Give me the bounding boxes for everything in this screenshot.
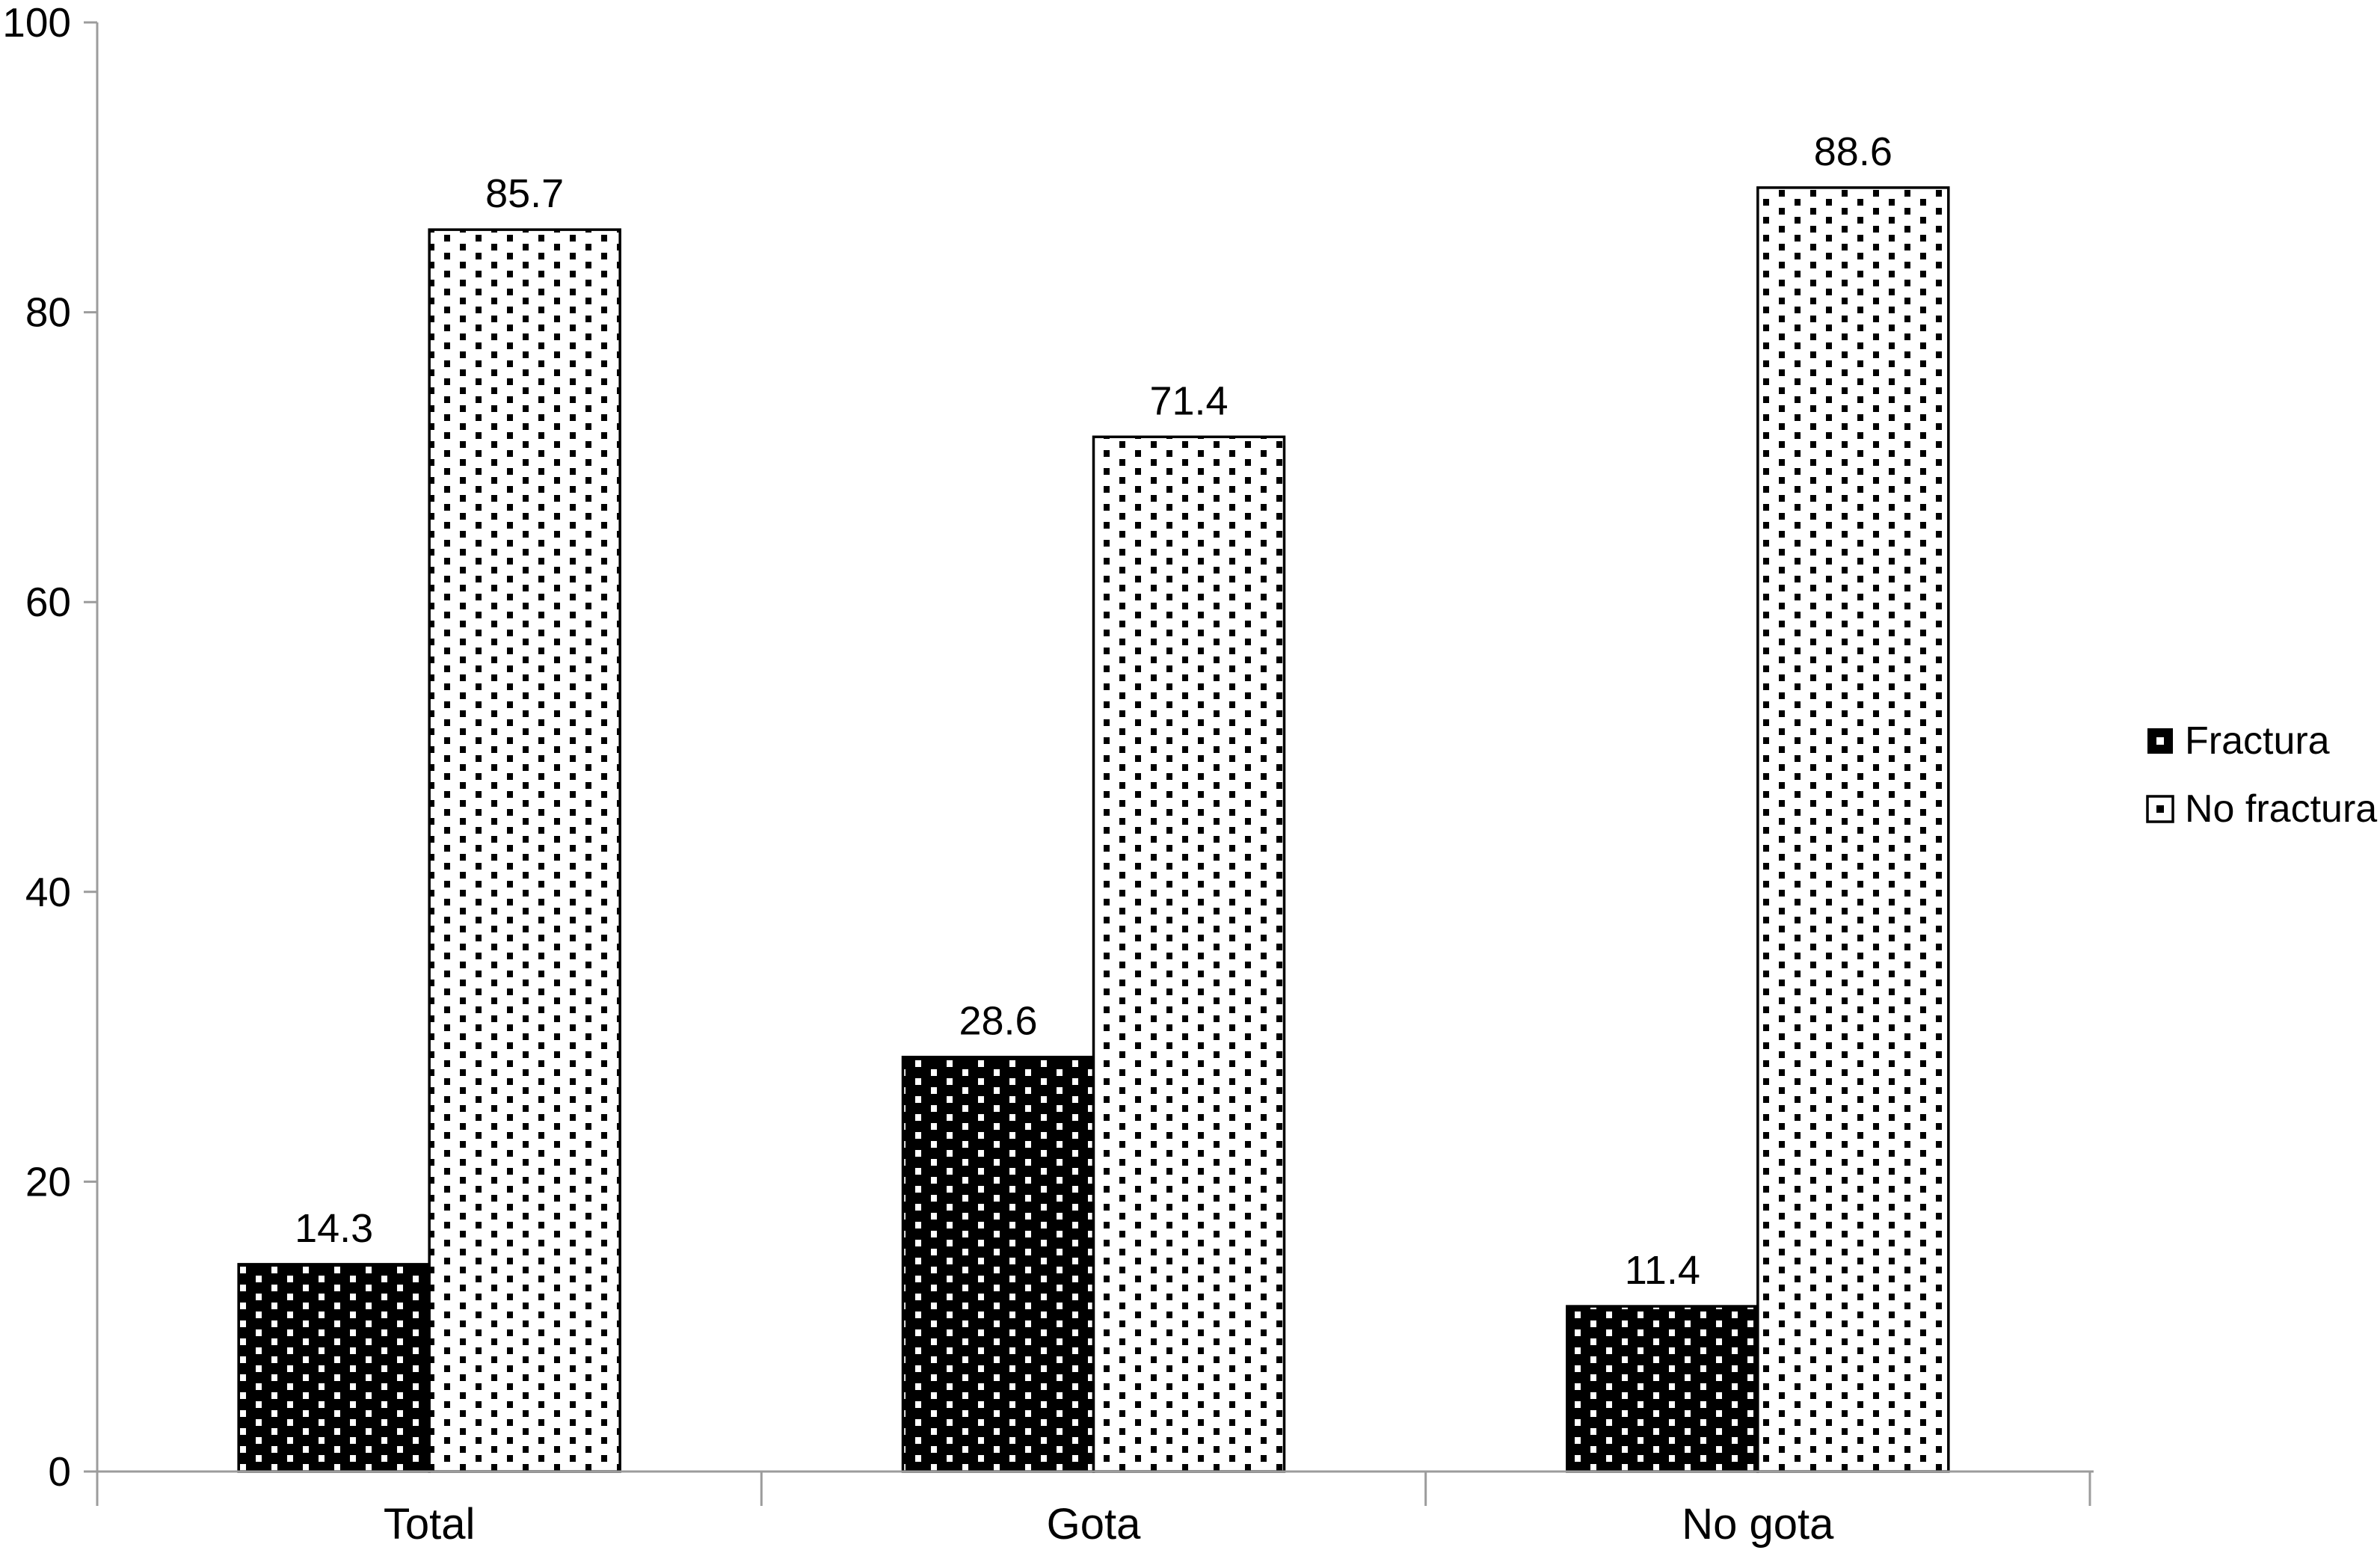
data-label-fractura-gota: 28.6 bbox=[959, 999, 1037, 1044]
axes-group bbox=[84, 21, 2094, 1506]
legend-label-fractura: Fractura bbox=[2185, 719, 2330, 763]
data-label-fractura-total: 14.3 bbox=[295, 1206, 373, 1251]
bar-no-fractura-total bbox=[428, 228, 621, 1473]
y-tick-label-100: 100 bbox=[2, 0, 71, 46]
legend-marker-no-fractura-dot-icon bbox=[2156, 805, 2164, 813]
legend-item-fractura: Fractura bbox=[2147, 719, 2330, 763]
y-axis-labels-group: 0 20 40 60 80 100 bbox=[2, 0, 71, 1495]
data-label-no-fractura-gota: 71.4 bbox=[1149, 378, 1228, 423]
y-tick-label-40: 40 bbox=[25, 869, 71, 915]
y-tick-label-20: 20 bbox=[25, 1158, 71, 1205]
bars-group bbox=[237, 186, 1950, 1473]
category-label-gota: Gota bbox=[1047, 1500, 1141, 1549]
legend-label-no-fractura: No fractura bbox=[2185, 787, 2377, 831]
category-labels-group: Total Gota No gota bbox=[384, 1500, 1834, 1549]
y-tick-label-60: 60 bbox=[25, 579, 71, 625]
category-label-total: Total bbox=[384, 1500, 476, 1549]
legend: Fractura No fractura bbox=[2146, 719, 2377, 831]
data-label-no-fractura-total: 85.7 bbox=[485, 171, 564, 216]
bar-no-fractura-no-gota bbox=[1756, 186, 1950, 1473]
y-tick-label-80: 80 bbox=[25, 289, 71, 336]
legend-item-no-fractura: No fractura bbox=[2146, 787, 2377, 831]
bar-fractura-gota bbox=[901, 1055, 1095, 1473]
data-label-fractura-no-gota: 11.4 bbox=[1625, 1248, 1700, 1293]
data-labels-group: 14.3 85.7 28.6 71.4 11.4 88.6 bbox=[295, 129, 1892, 1293]
bar-fractura-total bbox=[237, 1263, 431, 1473]
y-tick-label-0: 0 bbox=[48, 1448, 71, 1495]
legend-marker-fractura-dot-icon bbox=[2156, 737, 2164, 745]
bar-no-fractura-gota bbox=[1092, 435, 1286, 1473]
bar-fractura-no-gota bbox=[1566, 1305, 1759, 1473]
data-label-no-fractura-no-gota: 88.6 bbox=[1814, 129, 1892, 174]
category-label-no-gota: No gota bbox=[1682, 1500, 1834, 1549]
